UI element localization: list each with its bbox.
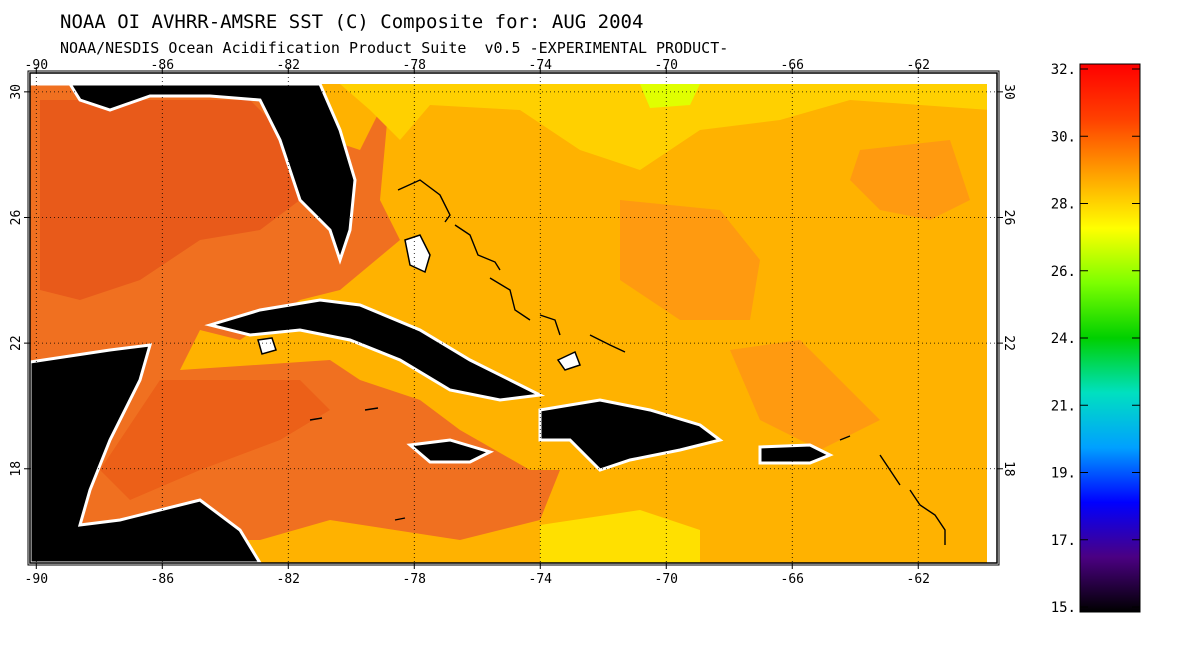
lon-tick-label-top: -74 — [529, 58, 553, 73]
antilles-outline-2 — [909, 489, 946, 545]
land-florida-georgia — [30, 82, 357, 265]
bahamas-outline-2 — [454, 224, 501, 271]
colorbar-tick-label: 24. — [1051, 331, 1076, 347]
lon-tick-label-bottom: -90 — [25, 572, 48, 587]
land-hispaniola — [538, 398, 724, 472]
bahamas-outline-4 — [539, 314, 561, 336]
sst-warm-region-caribbean — [100, 380, 330, 500]
land-andros-island — [404, 234, 431, 274]
colorbar-tick-label: 28. — [1051, 197, 1076, 213]
lat-tick-label-left: 30 — [9, 84, 24, 100]
lon-tick-label-top: -82 — [277, 58, 300, 73]
lon-tick-label-bottom: -74 — [529, 572, 553, 587]
land-puerto-rico — [758, 443, 834, 465]
colorbar-tick-label: 19. — [1051, 466, 1076, 482]
sst-orange-patch-east — [850, 140, 970, 220]
lon-tick-label-top: -66 — [781, 58, 804, 73]
caribbean-islet-2 — [364, 407, 379, 411]
lat-tick-label-left: 18 — [9, 461, 24, 477]
sst-cool-region-north — [340, 84, 990, 170]
lon-tick-label-bottom: -62 — [907, 572, 930, 587]
sst-warm-region-west — [150, 160, 260, 230]
map-title: NOAA OI AVHRR-AMSRE SST (C) Composite fo… — [60, 11, 644, 33]
lat-tick-label-right: 30 — [1001, 84, 1016, 100]
map-frame-inner — [29, 72, 998, 564]
sst-orange-patch-central — [620, 200, 760, 320]
lon-tick-label-bottom: -82 — [277, 572, 300, 587]
colorbar-tick-label: 32. — [1051, 62, 1076, 78]
land-turks-caicos — [556, 350, 581, 371]
antilles-islet-3 — [839, 435, 851, 441]
colorbar-ticks: 32. 30. 28. 26. 24. 21. 19. 17. 15. — [1051, 62, 1140, 616]
land-layer — [30, 82, 834, 563]
colorbar-tick-label: 17. — [1051, 533, 1076, 549]
bahamas-outline-1 — [397, 179, 451, 223]
lon-tick-label-top: -62 — [907, 58, 930, 73]
bahamas-outline-3 — [489, 277, 531, 321]
lon-tick-label-bottom: -66 — [781, 572, 804, 587]
lon-tick-label-top: -90 — [25, 58, 48, 73]
no-data-strip-north — [30, 73, 997, 84]
map-frame-outer — [27, 70, 1000, 566]
map-grid — [30, 73, 997, 563]
lon-tick-label-bottom: -70 — [655, 572, 678, 587]
colorbar — [1079, 63, 1141, 613]
antilles-outline-1 — [879, 454, 901, 486]
bahamas-outline-5 — [589, 334, 626, 353]
lon-tick-label-top: -78 — [403, 58, 426, 73]
lat-tick-label-right: 18 — [1001, 461, 1016, 477]
lat-tick-label-right: 26 — [1001, 210, 1016, 226]
land-jamaica — [406, 438, 495, 464]
sst-orange-patch-south — [730, 340, 880, 450]
lon-tick-label-top: -86 — [151, 58, 174, 73]
no-data-strip-east — [987, 84, 997, 563]
sst-cool-region-south — [540, 510, 700, 563]
island-outlines — [309, 179, 946, 545]
lon-tick-label-top: -70 — [655, 58, 678, 73]
caribbean-islet-1 — [309, 417, 323, 421]
land-cuba — [204, 298, 546, 402]
lon-tick-label-bottom: -78 — [403, 572, 426, 587]
map-axis-labels: -90 -90 -86 -86 -82 -82 -78 -78 -74 -74 -70 -70 -66 -… — [9, 58, 1016, 587]
lat-tick-label-left: 22 — [9, 335, 24, 351]
caribbean-islet-3 — [394, 517, 406, 521]
sst-field — [30, 73, 997, 563]
colorbar-tick-label: 15. — [1051, 600, 1076, 616]
lat-tick-label-left: 26 — [9, 210, 24, 226]
land-yucatan-central-america — [30, 343, 262, 563]
colorbar-tick-label: 21. — [1051, 398, 1076, 414]
sst-coolest-patch — [640, 84, 700, 108]
lon-tick-label-bottom: -86 — [151, 572, 174, 587]
land-isla-juventud — [257, 337, 277, 355]
map-subtitle: NOAA/NESDIS Ocean Acidification Product … — [60, 39, 729, 57]
colorbar-tick-label: 30. — [1051, 129, 1076, 145]
lat-tick-label-right: 22 — [1001, 335, 1016, 351]
colorbar-tick-label: 26. — [1051, 264, 1076, 280]
